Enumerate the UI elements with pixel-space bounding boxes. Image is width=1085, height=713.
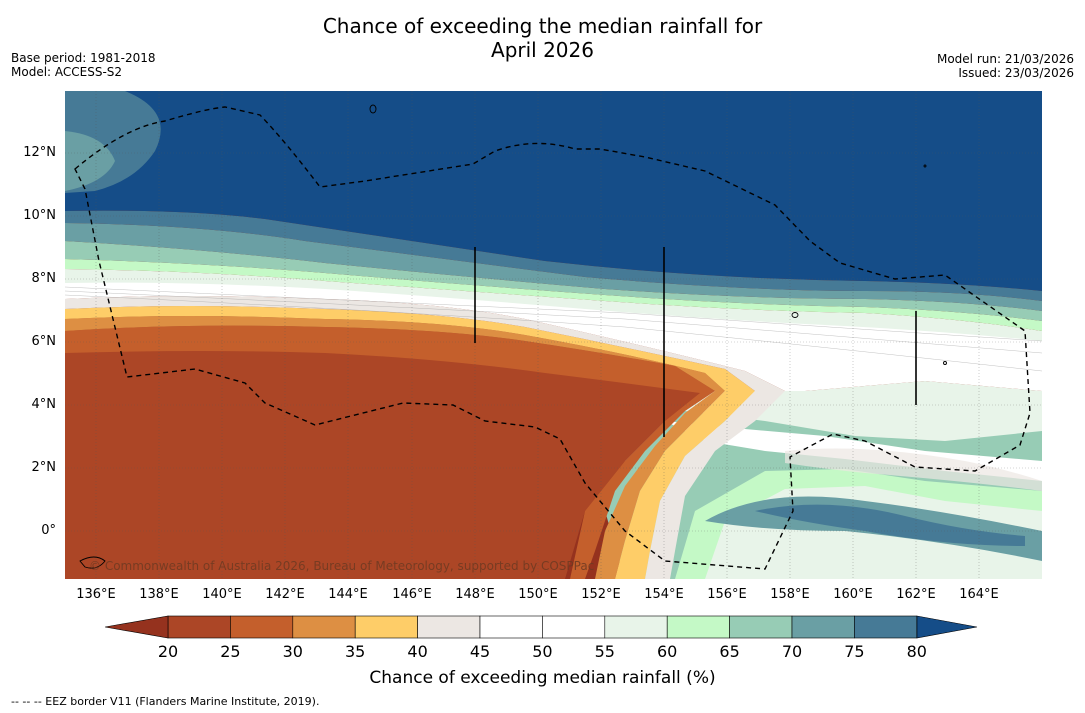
colorbar-cell <box>791 615 855 639</box>
rainfall-probability-map <box>65 91 1042 579</box>
lat-label-6n: 6°N <box>31 334 57 349</box>
colorbar-cell <box>666 615 730 639</box>
colorbar-tick-label: 40 <box>407 642 428 661</box>
zone-north-above-80 <box>65 91 1042 291</box>
model-run-date: Model run: 21/03/2026 <box>936 52 1074 66</box>
colorbar-tick-label: 45 <box>469 642 491 661</box>
colorbar-tick-label: 35 <box>345 642 366 661</box>
lon-label-150e: 150°E <box>518 587 558 602</box>
colorbar-tick-label: 80 <box>906 642 927 661</box>
lat-label-10n: 10°N <box>23 208 56 223</box>
colorbar-cell <box>292 615 356 639</box>
colorbar-cell <box>729 615 793 639</box>
zone-north-70-75 <box>65 223 1042 311</box>
colorbar-tick-label: 65 <box>719 642 740 661</box>
zone-25-30 <box>65 329 705 579</box>
lon-label-142e: 142°E <box>265 587 305 602</box>
zone-north-west-70 <box>65 131 115 191</box>
lon-label-146e: 146°E <box>392 587 432 602</box>
colorbar-cell <box>354 615 418 639</box>
title-line-2: April 2026 <box>491 38 594 62</box>
colorbar-cell <box>167 615 231 639</box>
colorbar-tick-label: 30 <box>282 642 303 661</box>
zone-north-60-65 <box>65 259 1042 331</box>
zone-north-65-70 <box>65 241 1042 321</box>
lon-label-140e: 140°E <box>202 587 242 602</box>
credit-text: © Commonwealth of Australia 2026, Bureau… <box>89 559 595 573</box>
lat-label-12n: 12°N <box>23 145 56 160</box>
marker-lines <box>474 247 917 437</box>
lon-label-164e: 164°E <box>959 587 999 602</box>
lon-label-158e: 158°E <box>770 587 810 602</box>
lat-label-0: 0° <box>41 523 56 538</box>
lat-label-8n: 8°N <box>31 271 57 286</box>
colorbar-tick-label: 60 <box>657 642 678 661</box>
islands <box>79 104 947 569</box>
lon-label-162e: 162°E <box>896 587 936 602</box>
colorbar-tick-label: 50 <box>532 642 553 661</box>
lat-label-4n: 4°N <box>31 397 57 412</box>
colorbar-tick-label: 75 <box>844 642 865 661</box>
colorbar-cell <box>542 615 606 639</box>
colorbar-cell <box>230 615 294 639</box>
graticule <box>65 91 1042 579</box>
colorbar <box>105 615 978 639</box>
colorbar-tick-label: 20 <box>157 642 179 661</box>
colorbar-tick-label: 55 <box>594 642 615 661</box>
colorbar-cell <box>417 615 481 639</box>
lon-label-138e: 138°E <box>139 587 179 602</box>
zone-50-55 <box>65 280 1042 391</box>
zone-east-pale-45 <box>785 448 1042 491</box>
lon-label-152e: 152°E <box>581 587 621 602</box>
map-title: Chance of exceeding the median rainfall … <box>0 14 1085 62</box>
lon-label-144e: 144°E <box>328 587 368 602</box>
lon-label-154e: 154°E <box>644 587 684 602</box>
lon-label-148e: 148°E <box>455 587 495 602</box>
zone-east-75-80 <box>755 504 1025 546</box>
colorbar-over-arrow <box>916 615 978 639</box>
colorbar-title: Chance of exceeding median rainfall (%) <box>369 668 716 688</box>
base-period: Base period: 1981-2018 <box>11 51 156 65</box>
lon-label-136e: 136°E <box>76 587 116 602</box>
zone-north-75-80 <box>65 210 1042 301</box>
colorbar-under-arrow <box>105 615 169 639</box>
colorbar-tick-label: 70 <box>781 642 803 661</box>
title-line-1: Chance of exceeding the median rainfall … <box>322 14 763 38</box>
zone-north-55-60 <box>65 269 1042 341</box>
lon-label-160e: 160°E <box>833 587 873 602</box>
colorbar-cell <box>604 615 668 639</box>
eez-borders <box>74 106 1031 570</box>
lon-label-156e: 156°E <box>707 587 747 602</box>
eez-legend-note: -- -- -- EEZ border V11 (Flanders Marine… <box>11 695 320 708</box>
issued-date: Issued: 23/03/2026 <box>958 66 1074 80</box>
colorbar-tick-label: 25 <box>220 642 241 661</box>
colorbar-cells <box>167 615 918 639</box>
colorbar-cell <box>479 615 543 639</box>
run-info: Model run: 21/03/2026 Issued: 23/03/2026 <box>937 52 1074 80</box>
lat-label-2n: 2°N <box>31 460 57 475</box>
zone-30-35 <box>65 325 715 579</box>
model-info: Base period: 1981-2018 Model: ACCESS-S2 <box>11 51 156 79</box>
model-name: Model: ACCESS-S2 <box>11 65 123 79</box>
colorbar-cell <box>854 615 918 639</box>
